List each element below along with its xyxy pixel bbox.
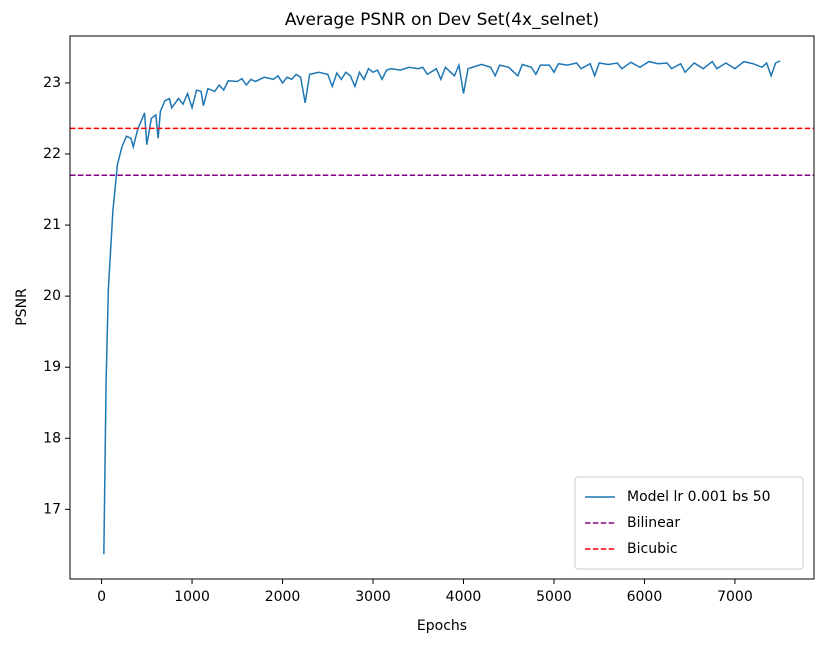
x-tick-label: 1000: [174, 589, 210, 605]
legend-box: [574, 476, 804, 570]
x-tick-label: 6000: [627, 589, 663, 605]
y-tick-label: 21: [43, 217, 61, 233]
y-tick-label: 19: [43, 359, 61, 375]
data-line: [103, 60, 781, 555]
x-tick-label: 2000: [265, 589, 301, 605]
legend-label: Bicubic: [627, 541, 678, 557]
x-tick-label: 3000: [355, 589, 391, 605]
y-tick-label: 22: [43, 146, 61, 162]
x-tick-label: 7000: [717, 589, 753, 605]
y-tick-label: 23: [43, 75, 61, 91]
x-tick-label: 0: [97, 589, 106, 605]
legend-label: Model lr 0.001 bs 50: [627, 489, 771, 505]
chart-title: Average PSNR on Dev Set(4x_selnet): [285, 10, 599, 30]
y-tick-label: 17: [43, 501, 61, 517]
x-axis-label: Epochs: [417, 618, 467, 634]
y-tick-label: 20: [43, 288, 61, 304]
legend-label: Bilinear: [627, 515, 680, 531]
plot-frame: [69, 35, 815, 580]
x-tick-label: 4000: [446, 589, 482, 605]
x-tick-label: 5000: [536, 589, 572, 605]
y-tick-label: 18: [43, 430, 61, 446]
y-axis-label: PSNR: [14, 288, 30, 326]
